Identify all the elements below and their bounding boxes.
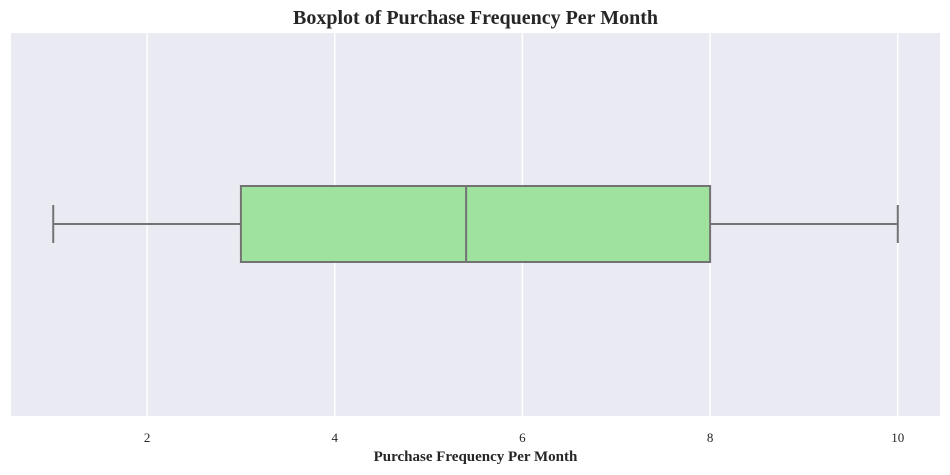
x-axis-label: Purchase Frequency Per Month [374, 449, 578, 465]
boxplot [52, 185, 899, 263]
x-tick-label-6: 6 [519, 430, 526, 445]
x-tick-label-8: 8 [707, 430, 714, 445]
box-iqr [239, 185, 712, 263]
x-tick-label-2: 2 [144, 430, 151, 445]
chart-title: Boxplot of Purchase Frequency Per Month [293, 7, 658, 29]
x-tick-label-10: 10 [891, 430, 904, 445]
x-tick-labels: 2 4 6 8 10 [144, 430, 904, 445]
x-tick-label-4: 4 [331, 430, 338, 445]
